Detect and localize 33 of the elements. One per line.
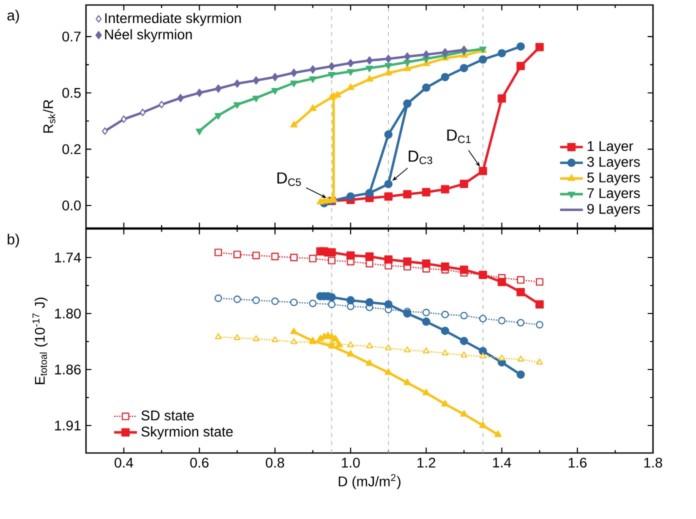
legend-label: 7 Layers: [587, 188, 640, 201]
legend-label: Skyrmion state: [141, 426, 233, 440]
y-axis-title: E$_{totoal}$ (10$^{-17}$ J): [32, 298, 48, 384]
y-tick-label: 0.7: [62, 32, 81, 42]
y-tick-label: 1.80: [55, 308, 81, 318]
legend-label: 9 Layers: [587, 204, 640, 217]
x-tick-label: 0.6: [190, 458, 209, 468]
x-tick-label: 1.0: [342, 458, 360, 468]
text: b): [8, 234, 19, 248]
y-tick-label: 0.5: [62, 88, 81, 98]
legend-label: SD state: [141, 410, 194, 420]
text: a): [7, 10, 19, 24]
legend-label: 5 Layers: [587, 172, 640, 186]
y-tick-label: 1.74: [55, 252, 81, 262]
x-tick-label: 1.8: [644, 458, 662, 468]
legend-label: Intermediate skyrmion: [105, 12, 241, 26]
x-tick-label: 0.8: [266, 458, 284, 468]
y-tick-label: 1.91: [55, 420, 81, 430]
y-tick-label: 1.86: [55, 364, 81, 374]
annotation: D$_{C5}$: [277, 172, 301, 186]
x-tick-label: 1.6: [568, 458, 587, 468]
annotation: D$_{C1}$: [447, 130, 471, 144]
legend-label: Néel skyrmion: [105, 28, 192, 42]
x-axis-title: D (mJ/m$^{2}$): [338, 474, 400, 490]
legend-label: 3 Layers: [587, 156, 640, 170]
legend-label: 1 Layer: [588, 141, 634, 154]
x-tick-label: 0.4: [114, 458, 134, 468]
y-tick-label: 0.0: [62, 200, 81, 210]
y-axis-title: R$_{sk}$/R: [42, 100, 56, 133]
x-tick-label: 1.2: [418, 458, 436, 468]
annotation: D$_{C3}$: [408, 150, 432, 164]
y-tick-label: 0.2: [62, 144, 81, 154]
x-tick-label: 1.4: [493, 458, 512, 468]
